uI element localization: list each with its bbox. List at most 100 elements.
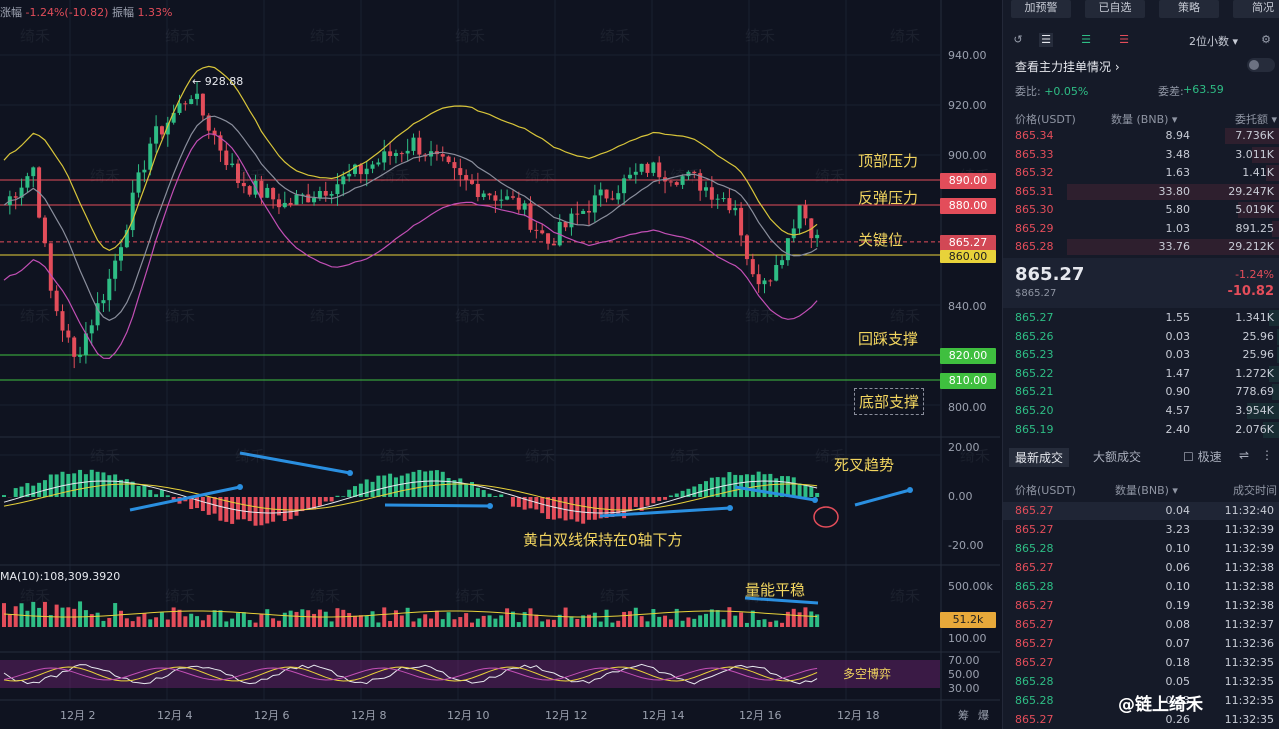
macd-bar [31,485,36,497]
axis-label-900: 900.00 [948,149,987,162]
bid-row[interactable]: 865.20 4.57 3.954K [1003,402,1279,420]
macd-bar [329,497,334,502]
candle-body [60,311,65,331]
macd-bar [259,497,264,526]
add-alert-button[interactable]: 加预警 [1011,0,1071,18]
trade-row[interactable]: 865.28 0.05 11:32:35 [1003,673,1279,691]
osc-line-d [3,666,818,682]
tab-large-trades[interactable]: 大额成交 [1093,450,1142,464]
volume-bar [481,615,486,627]
volume-bar [48,615,53,627]
candle-body [551,243,556,246]
annotation-below-zero: 黄白双线保持在0轴下方 [523,531,683,549]
volume-bar [171,607,176,627]
book-both-icon[interactable]: ☰ [1039,33,1053,47]
gear-icon[interactable]: ⚙ [1261,33,1271,46]
candle-body [627,174,632,179]
trades-header-qty[interactable]: 数量(BNB) ▾ [1115,484,1178,497]
book-header-qty[interactable]: 数量 (BNB) ▾ [1111,113,1178,126]
ask-row[interactable]: 865.29 1.03 891.25 [1003,220,1279,238]
macd-dea-line [3,483,818,511]
bid-row[interactable]: 865.22 1.47 1.272K [1003,365,1279,383]
volume-bar [54,604,59,627]
bid-row[interactable]: 865.27 1.55 1.341K [1003,309,1279,327]
bid-row[interactable]: 865.21 0.90 778.69 [1003,383,1279,401]
book-bids-icon[interactable]: ☰ [1081,33,1091,46]
macd-bar [598,497,603,519]
ask-row[interactable]: 865.28 33.76 29.212K [1003,238,1279,256]
row-amount: 11:32:35 [1224,694,1274,707]
row-amount: 11:32:40 [1224,504,1274,517]
volume-bar [499,615,504,627]
date-label: 12月 2 [60,709,96,722]
row-amount: 11:32:35 [1224,713,1274,726]
trade-row[interactable]: 865.27 0.06 11:32:38 [1003,559,1279,577]
main-orders-link[interactable]: 查看主力挂单情况 › [1015,60,1120,74]
trade-row[interactable]: 865.27 0.18 11:32:35 [1003,654,1279,672]
more-icon[interactable]: ⋮ [1261,448,1273,462]
trade-row[interactable]: 865.27 0.04 11:32:40 [1003,502,1279,520]
chart-area[interactable]: 涨幅 -1.24%(-10.82) 振幅 1.33% 顶部压力 反弹压力 关键位… [0,0,1000,729]
macd-bar [510,497,515,507]
trade-row[interactable]: 865.27 0.08 11:32:37 [1003,616,1279,634]
ask-row[interactable]: 865.32 1.63 1.41K [1003,164,1279,182]
ask-row[interactable]: 865.34 8.94 7.736K [1003,127,1279,145]
volume-bar [505,608,510,627]
book-header-amount[interactable]: 委托额 ▾ [1234,113,1277,126]
high-price-marker: ← 928.88 [192,75,244,88]
candle-body [464,175,469,180]
candle-body [475,183,480,198]
ask-row[interactable]: 865.30 5.80 5.019K [1003,201,1279,219]
ask-row[interactable]: 865.33 3.48 3.011K [1003,146,1279,164]
macd-bar [698,484,703,497]
overview-button[interactable]: 简况 [1233,0,1279,18]
volume-bar [259,613,264,627]
date-label: 12月 8 [351,709,387,722]
row-amount: 3.011K [1235,147,1274,161]
trade-row[interactable]: 865.28 0.03 11:32:35 [1003,692,1279,710]
macd-bar [323,497,328,502]
ask-row[interactable]: 865.31 33.80 29.247K [1003,183,1279,201]
trades-header: 价格(USDT) 数量(BNB) ▾ 成交时间 [1015,482,1277,498]
filter-icon[interactable]: ⇌ [1239,448,1250,462]
row-price: 865.28 [1015,694,1054,707]
decimal-select[interactable]: 2位小数 ▾ [1189,35,1239,48]
volume-bar [101,620,106,627]
candle-body [236,163,240,183]
macd-bar [19,486,24,497]
trade-row[interactable]: 865.27 0.07 11:32:36 [1003,635,1279,653]
candle-body [756,274,761,285]
corner-label[interactable]: 筹 [958,709,969,722]
macd-axis-0: 0.00 [948,490,973,503]
trades-header-price: 价格(USDT) [1015,484,1076,497]
corner-label[interactable]: 爆 [978,709,989,722]
bid-row[interactable]: 865.26 0.03 25.96 [1003,328,1279,346]
trade-row[interactable]: 865.28 0.10 11:32:38 [1003,578,1279,596]
volume-bar [417,618,422,627]
tab-latest-trades[interactable]: 最新成交 [1009,448,1070,467]
trade-row[interactable]: 865.27 0.19 11:32:38 [1003,597,1279,615]
macd-bar [604,497,609,518]
trade-row[interactable]: 865.28 0.10 11:32:39 [1003,540,1279,558]
volume-bar [236,612,240,627]
macd-bar [493,496,498,497]
trade-row[interactable]: 865.27 3.23 11:32:39 [1003,521,1279,539]
price-chart-canvas[interactable] [0,0,1000,729]
volume-bar [522,612,527,627]
volume-bar [598,621,603,627]
strategy-button[interactable]: 策略 [1159,0,1219,18]
main-orders-toggle[interactable] [1247,58,1275,72]
bid-row[interactable]: 865.19 2.40 2.076K [1003,421,1279,439]
bid-row[interactable]: 865.23 0.03 25.96 [1003,346,1279,364]
trade-row[interactable]: 865.27 0.26 11:32:35 [1003,711,1279,729]
favorited-button[interactable]: 已自选 [1085,0,1145,18]
volume-bar [739,612,744,627]
candle-body [154,126,159,144]
candle-body [329,194,334,196]
undo-icon[interactable]: ↺ [1013,33,1023,46]
macd-bar [341,496,346,497]
fast-toggle[interactable]: ☐ 极速 [1183,450,1222,464]
volume-bar [475,618,480,627]
candle-body [353,164,357,174]
book-asks-icon[interactable]: ☰ [1119,33,1129,46]
